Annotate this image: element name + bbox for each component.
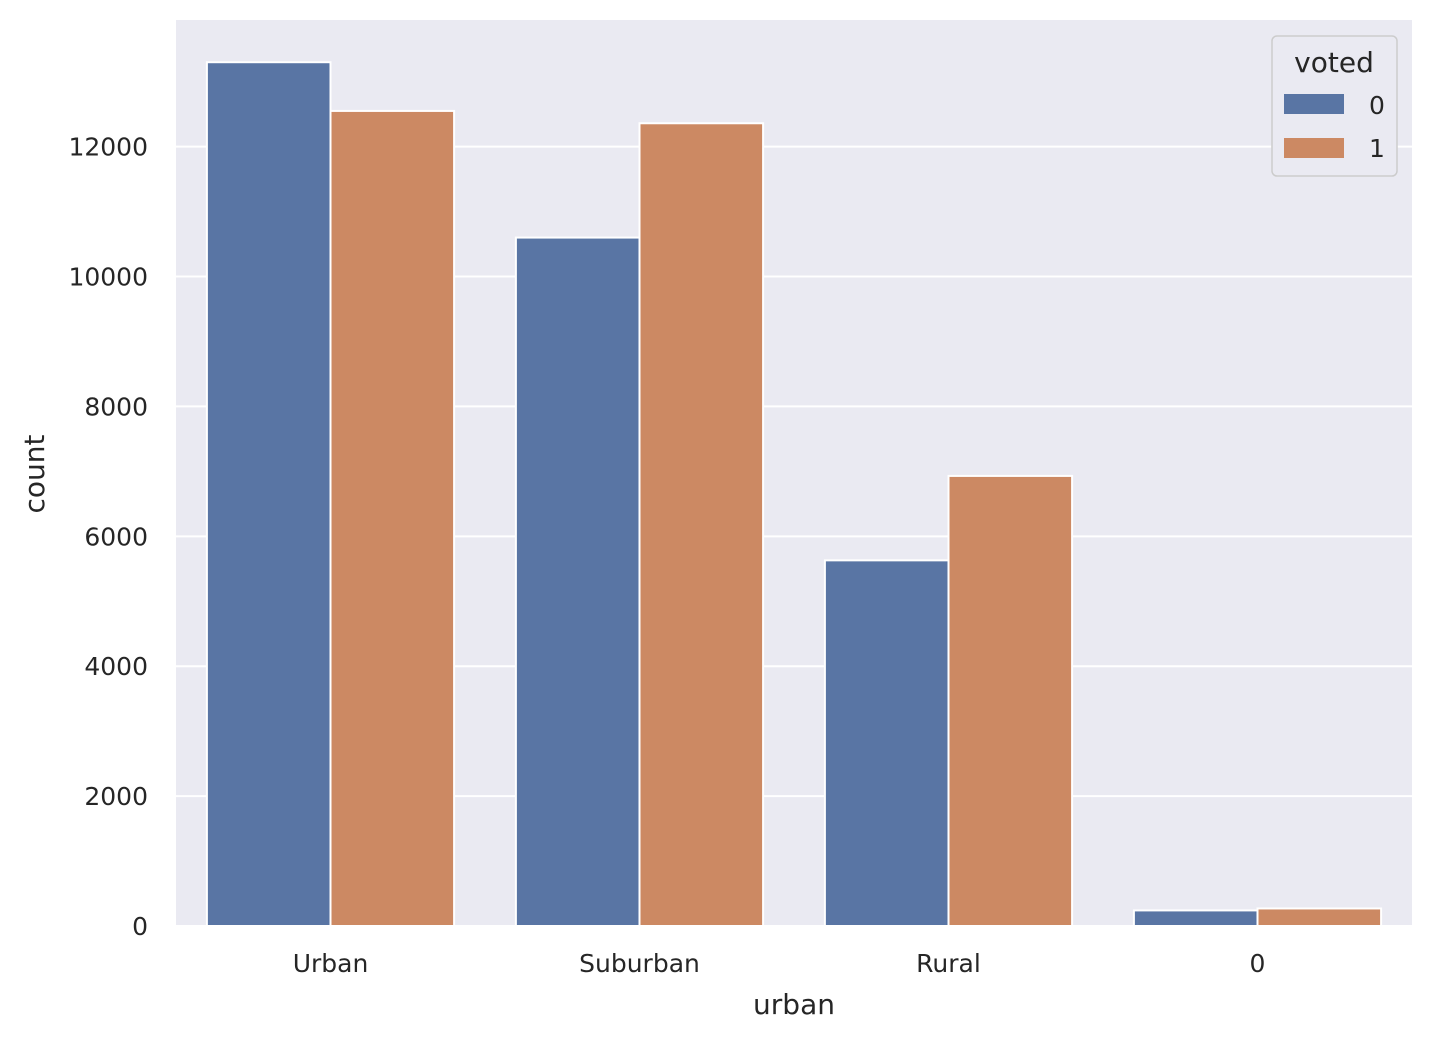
legend-swatch-1	[1284, 138, 1344, 158]
bar-3-series-1	[1256, 907, 1383, 928]
bar-0-series-0	[205, 61, 332, 928]
x-axis-ticks: Urban Suburban Rural 0	[293, 949, 1266, 978]
y-tick-label-6: 12000	[68, 133, 148, 162]
y-tick-label-4: 8000	[84, 392, 148, 421]
y-tick-label-3: 6000	[84, 522, 148, 551]
legend-title: voted	[1294, 46, 1374, 79]
legend-swatch-0	[1284, 94, 1344, 114]
bar-2-series-0	[823, 559, 950, 927]
bar-1-series-1	[638, 122, 765, 927]
x-tick-label-1: Suburban	[579, 949, 700, 978]
x-tick-label-3: 0	[1250, 949, 1266, 978]
legend-label-0: 0	[1369, 91, 1385, 120]
bar-3-series-0	[1132, 909, 1259, 927]
y-axis-ticks: 0 2000 4000 6000 8000 10000 12000	[68, 133, 148, 941]
x-axis-label: urban	[753, 988, 835, 1021]
x-tick-label-0: Urban	[293, 949, 369, 978]
legend: voted 0 1	[1271, 35, 1398, 177]
bar-2-series-1	[947, 474, 1074, 927]
legend-label-1: 1	[1369, 134, 1385, 163]
y-tick-label-1: 2000	[84, 782, 148, 811]
y-tick-label-5: 10000	[68, 263, 148, 292]
x-tick-label-2: Rural	[916, 949, 981, 978]
bar-0-series-1	[329, 109, 456, 927]
y-axis-label: count	[18, 434, 51, 513]
bar-1-series-0	[514, 236, 641, 927]
y-tick-label-0: 0	[132, 912, 148, 941]
y-tick-label-2: 4000	[84, 652, 148, 681]
bars	[205, 61, 1383, 928]
